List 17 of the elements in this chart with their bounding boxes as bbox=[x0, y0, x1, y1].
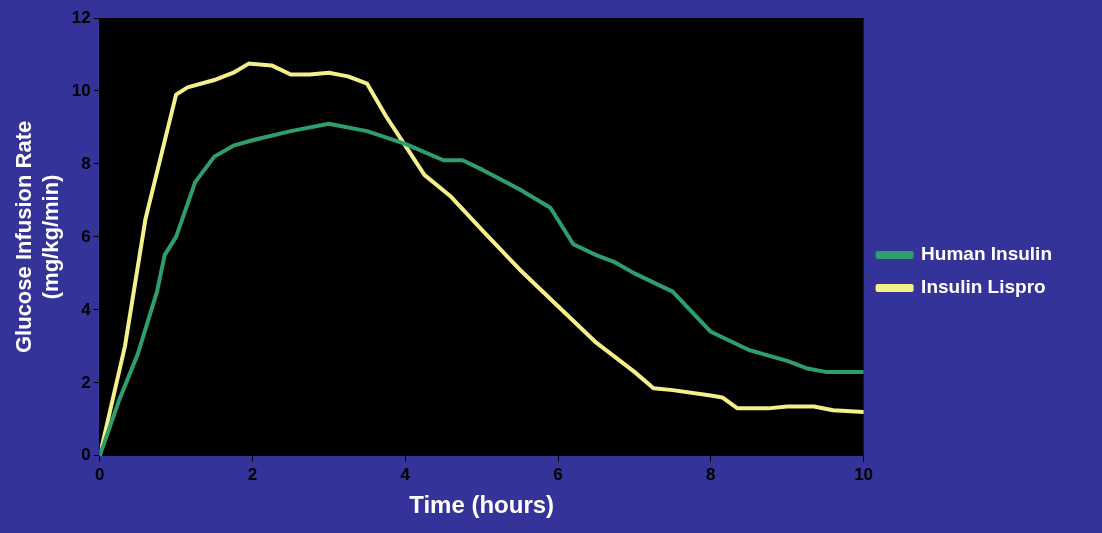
x-tick-label: 2 bbox=[247, 464, 258, 484]
y-tick-label: 4 bbox=[81, 299, 92, 319]
y-tick-label: 6 bbox=[81, 226, 91, 246]
y-tick-label: 0 bbox=[81, 445, 91, 465]
x-axis-title: Time (hours) bbox=[409, 491, 555, 519]
y-axis-title: Glucose Infusion Rate (mg/kg/min) bbox=[11, 120, 63, 354]
x-tick-label: 4 bbox=[400, 464, 411, 484]
y-tick-label: 12 bbox=[71, 7, 91, 27]
y-tick-label: 2 bbox=[81, 372, 91, 392]
y-tick-label: 8 bbox=[81, 153, 91, 173]
legend-label: Insulin Lispro bbox=[921, 276, 1046, 298]
x-tick-label: 8 bbox=[706, 464, 716, 484]
y-tick-label: 10 bbox=[71, 80, 91, 100]
x-tick-label: 0 bbox=[94, 464, 105, 484]
legend-label: Human Insulin bbox=[921, 243, 1053, 265]
x-tick-label: 10 bbox=[854, 464, 874, 484]
x-tick-label: 6 bbox=[553, 464, 563, 484]
